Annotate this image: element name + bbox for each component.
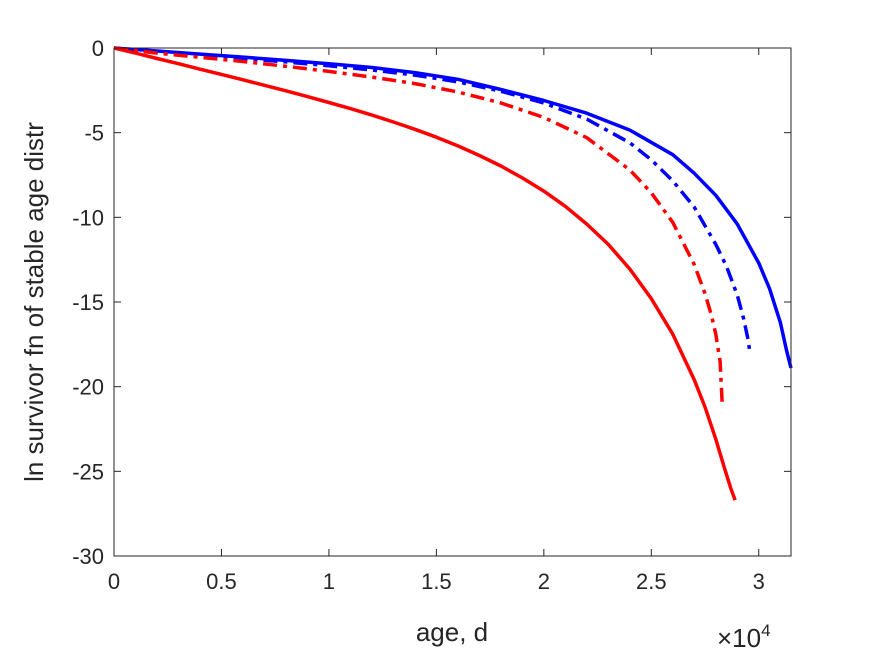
ticks-layer: 0 0.5 1 1.5 2 2.5 3 0 -5 -10 -15 -20 -25 -30 [72,36,791,594]
y-tick-label: -10 [72,205,104,230]
y-tick-label: -15 [72,290,104,315]
series-line-3 [113,46,724,404]
y-tick-label: -25 [72,459,104,484]
plot-area [114,48,791,556]
x-axis-exponent: ×104 [717,621,771,653]
x-tick-label: 1 [323,569,335,594]
y-tick-label: -5 [84,121,104,146]
x-exponent-base: ×10 [717,623,761,653]
x-axis-title: age, d [416,617,488,647]
y-axis-title: ln survivor fn of stable age distr [19,122,49,482]
y-tick-label: -30 [72,544,104,569]
x-tick-label: 2.5 [636,569,667,594]
series-line-4 [113,46,737,501]
x-tick-label: 1.5 [421,569,452,594]
x-tick-label: 0 [108,569,120,594]
x-tick-label: 2 [538,569,550,594]
series-layer [113,46,793,501]
x-exponent-power: 4 [761,621,770,640]
series-line-2 [113,46,752,355]
x-tick-label: 3 [753,569,765,594]
y-tick-label: -20 [72,375,104,400]
y-tick-label: 0 [92,36,104,61]
x-tick-label: 0.5 [206,569,237,594]
